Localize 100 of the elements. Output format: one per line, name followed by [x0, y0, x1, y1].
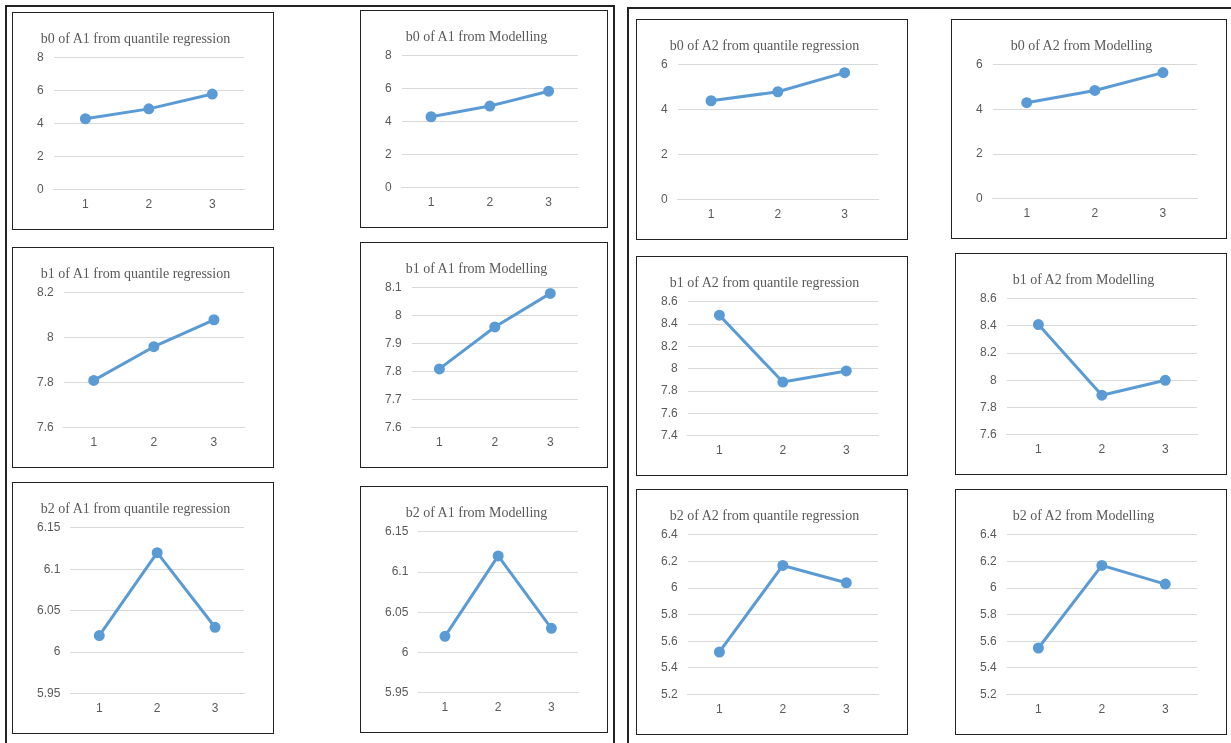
x-tick-label: 1: [707, 207, 715, 222]
y-tick-label: 4: [660, 102, 668, 117]
y-tick-label: 6: [401, 644, 409, 659]
x-tick-label: 1: [436, 435, 444, 450]
point: [151, 547, 163, 559]
y-tick-label: 2: [384, 146, 392, 161]
y-tick-label: 5.95: [37, 685, 61, 700]
y-tick-label: 2: [975, 146, 983, 161]
x-tick-label: 1: [90, 435, 98, 450]
y-tick-label: 0: [36, 181, 44, 196]
x-tick-label: 2: [779, 702, 787, 717]
point: [439, 630, 451, 642]
x-tick-label: 1: [441, 700, 449, 715]
x-tick-label: 2: [1091, 206, 1099, 221]
point: [489, 321, 501, 333]
x-tick-label: 3: [210, 435, 218, 450]
point: [1159, 374, 1171, 386]
y-tick-label: 6.4: [660, 527, 678, 542]
point: [705, 95, 717, 107]
chart-title: b0 of A2 from quantile regression: [669, 38, 860, 54]
y-tick-label: 5.8: [660, 607, 678, 622]
y-tick-label: 7.4: [660, 427, 678, 442]
point: [1157, 67, 1169, 79]
y-tick-label: 0: [660, 191, 668, 206]
x-tick-label: 1: [95, 701, 103, 716]
point: [1159, 578, 1171, 590]
chart-title: b0 of A1 from Modelling: [405, 29, 548, 45]
x-tick-label: 3: [208, 197, 216, 212]
x-tick-label: 1: [1035, 702, 1043, 717]
chart-title: b2 of A2 from quantile regression: [669, 508, 860, 524]
point: [1089, 84, 1101, 96]
y-tick-label: 6: [989, 580, 997, 595]
point: [492, 550, 504, 562]
point: [545, 622, 557, 634]
point: [1096, 389, 1108, 401]
y-tick-label: 0: [384, 179, 392, 194]
y-tick-label: 6: [53, 644, 61, 659]
point: [79, 113, 91, 125]
y-tick-label: 6.1: [43, 561, 61, 576]
y-tick-label: 6: [384, 81, 392, 96]
y-tick-label: 2: [36, 148, 44, 163]
point: [713, 646, 725, 658]
chart-title: b1 of A1 from quantile regression: [40, 266, 231, 282]
point: [1032, 319, 1044, 331]
y-tick-label: 7.9: [384, 336, 402, 351]
x-tick-label: 3: [841, 207, 849, 222]
point: [777, 376, 789, 388]
point: [772, 86, 784, 98]
y-tick-label: 6: [975, 57, 983, 72]
chart-title: b1 of A2 from quantile regression: [669, 275, 860, 291]
x-tick-label: 1: [716, 443, 724, 458]
y-tick-label: 8.6: [660, 294, 678, 309]
y-tick-label: 6: [36, 83, 44, 98]
x-tick-label: 2: [1098, 442, 1106, 457]
chart-title: b0 of A2 from Modelling: [1010, 38, 1153, 54]
x-tick-label: 3: [842, 702, 850, 717]
y-tick-label: 8: [384, 48, 392, 63]
y-tick-label: 8: [36, 50, 44, 65]
y-tick-label: 7.6: [660, 405, 678, 420]
x-tick-label: 2: [1098, 702, 1106, 717]
point: [840, 577, 852, 589]
x-tick-label: 2: [150, 435, 158, 450]
point: [209, 621, 221, 633]
y-tick-label: 0: [975, 190, 983, 205]
chart-title: b1 of A1 from Modelling: [405, 261, 548, 277]
y-tick-label: 8.6: [979, 291, 997, 306]
y-tick-label: 5.2: [979, 686, 997, 701]
y-tick-label: 7.7: [384, 391, 402, 406]
y-tick-label: 6: [670, 580, 678, 595]
x-tick-label: 3: [211, 701, 219, 716]
point: [777, 559, 789, 571]
y-tick-label: 5.95: [385, 684, 409, 699]
y-tick-label: 6.1: [391, 564, 409, 579]
y-tick-label: 5.4: [660, 660, 678, 675]
y-tick-label: 8: [670, 361, 678, 376]
x-tick-label: 3: [842, 443, 850, 458]
y-tick-label: 7.6: [384, 419, 402, 434]
x-tick-label: 2: [153, 701, 161, 716]
y-tick-label: 7.8: [384, 363, 402, 378]
x-tick-label: 2: [779, 443, 787, 458]
x-tick-label: 1: [1035, 442, 1043, 457]
point: [1096, 559, 1108, 571]
y-tick-label: 6.05: [37, 603, 61, 618]
y-tick-label: 4: [36, 116, 44, 131]
y-tick-label: 5.6: [660, 633, 678, 648]
y-tick-label: 7.6: [36, 419, 54, 434]
point: [148, 341, 160, 353]
chart-title: b2 of A1 from Modelling: [405, 505, 548, 521]
point: [1021, 97, 1033, 109]
x-tick-label: 3: [1161, 442, 1169, 457]
y-tick-label: 8.2: [36, 285, 54, 300]
x-tick-label: 2: [145, 197, 153, 212]
x-tick-label: 2: [494, 700, 502, 715]
x-tick-label: 2: [486, 195, 494, 210]
x-tick-label: 1: [1023, 206, 1031, 221]
y-tick-label: 7.8: [36, 374, 54, 389]
y-tick-label: 8.4: [979, 318, 997, 333]
point: [206, 88, 218, 100]
y-tick-label: 8.2: [979, 345, 997, 360]
x-tick-label: 1: [427, 195, 435, 210]
